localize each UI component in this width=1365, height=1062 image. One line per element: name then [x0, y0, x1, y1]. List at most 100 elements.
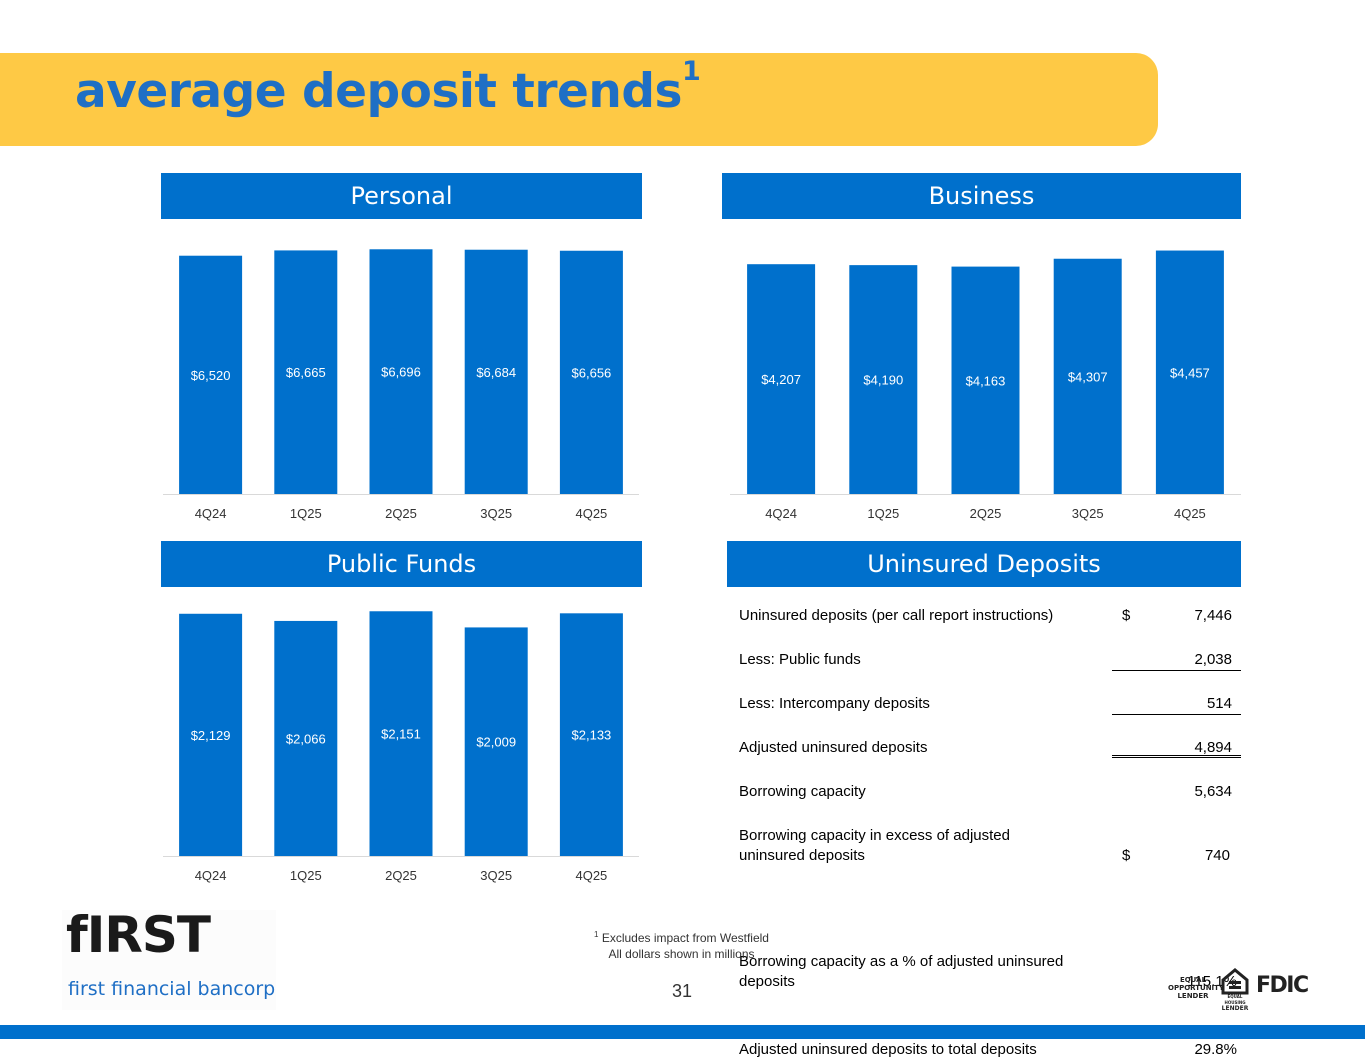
bar-value-label: $6,665: [286, 365, 326, 380]
bar-3Q25: [464, 627, 528, 856]
subtotal-rule: [1112, 670, 1241, 671]
x-tick-label: 1Q25: [290, 868, 322, 883]
total-double-rule: [1112, 755, 1241, 758]
row-label-line2: uninsured deposits: [739, 847, 865, 864]
footnote-line1: Excludes impact from Westfield: [601, 931, 769, 945]
title-footnote-marker: 1: [681, 56, 701, 87]
bar-value-label: $6,520: [191, 368, 231, 383]
bar-4Q25: [559, 613, 623, 856]
x-tick-label: 2Q25: [385, 868, 417, 883]
company-name: first financial bancorp: [68, 978, 276, 1000]
x-tick-label: 3Q25: [1072, 506, 1104, 521]
x-tick-label: 4Q24: [195, 868, 227, 883]
section-header-public-funds: Public Funds: [161, 541, 642, 587]
bar-2Q25: [369, 611, 433, 856]
row-currency: $: [1122, 847, 1131, 864]
footnote-line2: All dollars shown in millions: [608, 947, 755, 961]
bar-value-label: $2,009: [476, 735, 516, 750]
bar-value-label: $6,656: [572, 365, 612, 380]
bar-4Q25: [1155, 250, 1224, 494]
x-tick-label: 3Q25: [480, 868, 512, 883]
subtotal-rule: [1112, 714, 1241, 715]
bar-value-label: $4,307: [1068, 369, 1108, 384]
bar-value-label: $6,696: [381, 365, 421, 380]
bar-1Q25: [274, 620, 338, 856]
x-tick-label: 2Q25: [970, 506, 1002, 521]
row-value: 740: [1204, 847, 1230, 864]
first-financial-logo: fIRST: [66, 906, 211, 964]
x-tick-label: 4Q25: [575, 868, 607, 883]
bar-value-label: $4,457: [1170, 365, 1210, 380]
row-label: Borrowing capacity in excess of adjusted: [739, 827, 1010, 844]
x-tick-label: 4Q25: [1174, 506, 1206, 521]
bar-value-label: $6,684: [476, 365, 516, 380]
bar-3Q25: [1053, 258, 1122, 494]
public-funds-chart: $2,129 4Q24 $2,066 1Q25 $2,151 2Q25 $2,009 3Q25…: [163, 600, 639, 886]
equal-housing-lender-text: EQUAL HOUSING LENDER: [1221, 994, 1249, 1012]
x-tick-label: 1Q25: [290, 506, 322, 521]
equal-opportunity-lender-badge: EQUAL OPPORTUNITY LENDER: [1168, 976, 1225, 1000]
chart-svg: $2,129 4Q24 $2,066 1Q25 $2,151 2Q25 $2,009 3Q25…: [163, 611, 639, 883]
personal-deposits-chart: $6,520 4Q24 $6,665 1Q25 $6,696 2Q25 $6,684 3Q25…: [163, 240, 639, 524]
bar-4Q24: [747, 264, 816, 494]
footnote: 1 Excludes impact from Westfield All dol…: [540, 927, 823, 962]
bar-value-label: $2,129: [191, 728, 231, 743]
row-label: Uninsured deposits (per call report inst…: [739, 607, 1054, 624]
chart-svg: $4,207 4Q24 $4,190 1Q25 $4,163 2Q25 $4,307 3Q25…: [730, 250, 1241, 521]
bar-2Q25: [951, 266, 1020, 494]
x-tick-label: 1Q25: [867, 506, 899, 521]
x-tick-label: 2Q25: [385, 506, 417, 521]
page-title: average deposit trends1: [75, 56, 701, 119]
x-tick-label: 4Q25: [575, 506, 607, 521]
bar-4Q24: [179, 255, 243, 494]
ratio-row: Borrowing capacity as a % of adjusted un…: [739, 952, 1241, 996]
section-header-personal: Personal: [161, 173, 642, 219]
ratio-row: Adjusted uninsured deposits to total dep…: [739, 1040, 1241, 1062]
ratio-label: Borrowing capacity as a % of adjusted un…: [739, 953, 1064, 970]
bar-4Q24: [179, 613, 243, 856]
row-label: Adjusted uninsured deposits: [739, 739, 928, 756]
ratio-label-line2: deposits: [739, 973, 795, 990]
row-label: Less: Intercompany deposits: [739, 695, 930, 712]
section-header-business: Business: [722, 173, 1241, 219]
table-row: Borrowing capacity 5,634: [739, 782, 1241, 804]
x-tick-label: 4Q24: [765, 506, 797, 521]
row-label: Borrowing capacity: [739, 783, 866, 800]
row-label: Less: Public funds: [739, 651, 861, 668]
bar-value-label: $2,151: [381, 727, 421, 742]
chart-svg: $6,520 4Q24 $6,665 1Q25 $6,696 2Q25 $6,684 3Q25…: [163, 249, 639, 521]
row-value: 7,446: [1194, 607, 1232, 624]
fdic-logo: FDIC: [1256, 973, 1309, 998]
x-tick-label: 4Q24: [195, 506, 227, 521]
title-banner: [0, 53, 1158, 146]
bar-value-label: $4,163: [966, 373, 1006, 388]
bar-value-label: $2,066: [286, 731, 326, 746]
bar-value-label: $4,207: [761, 372, 801, 387]
bar-3Q25: [464, 249, 528, 494]
ratio-value: 29.8%: [1194, 1041, 1237, 1058]
row-currency: $: [1122, 607, 1131, 624]
bar-1Q25: [274, 250, 338, 494]
row-value: 4,894: [1194, 739, 1232, 756]
row-value: 5,634: [1194, 783, 1232, 800]
bar-value-label: $4,190: [863, 373, 903, 388]
table-row: Less: Intercompany deposits 514: [739, 694, 1241, 716]
logo-background: [62, 910, 276, 1010]
table-row: Borrowing capacity in excess of adjusted…: [739, 826, 1241, 870]
uninsured-deposits-table: Uninsured deposits (per call report inst…: [739, 606, 1241, 1058]
bar-1Q25: [849, 265, 918, 494]
bar-2Q25: [369, 249, 433, 494]
equal-housing-lender-icon: [1221, 968, 1249, 995]
business-deposits-chart: $4,207 4Q24 $4,190 1Q25 $4,163 2Q25 $4,307 3Q25…: [730, 240, 1241, 524]
ratio-label: Adjusted uninsured deposits to total dep…: [739, 1041, 1037, 1058]
table-row: Adjusted uninsured deposits 4,894: [739, 738, 1241, 760]
table-row: Uninsured deposits (per call report inst…: [739, 606, 1241, 628]
section-header-uninsured-deposits: Uninsured Deposits: [727, 541, 1241, 587]
row-value: 514: [1206, 695, 1232, 712]
page-number: 31: [671, 981, 693, 1001]
row-value: 2,038: [1194, 651, 1232, 668]
footnote-marker: 1: [594, 930, 599, 939]
x-tick-label: 3Q25: [480, 506, 512, 521]
table-row: Less: Public funds 2,038: [739, 650, 1241, 672]
bottom-accent-bar: [0, 1025, 1365, 1039]
